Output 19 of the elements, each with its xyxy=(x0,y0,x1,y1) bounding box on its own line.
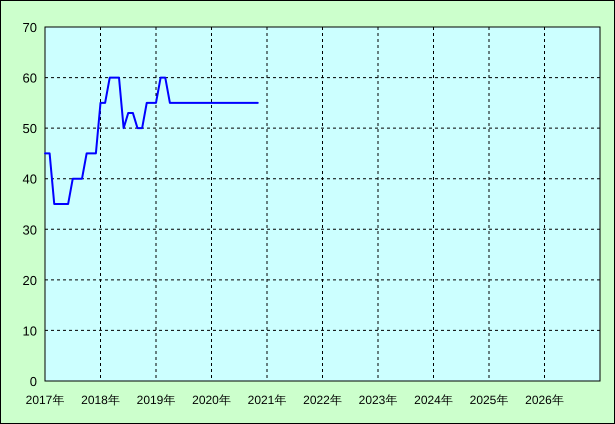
x-tick-label: 2022年 xyxy=(303,393,342,407)
x-tick-label: 2017年 xyxy=(26,393,64,407)
x-tick-label: 2025年 xyxy=(470,393,508,407)
y-tick-label: 50 xyxy=(22,121,37,136)
y-tick-label: 30 xyxy=(22,222,37,238)
x-tick-label: 2019年 xyxy=(136,393,176,407)
y-tick-label: 20 xyxy=(22,272,37,288)
x-tick-label: 2026年 xyxy=(525,393,564,407)
y-tick-label: 40 xyxy=(22,172,37,187)
y-tick-label: 10 xyxy=(22,323,37,338)
y-tick-label: 0 xyxy=(30,374,37,389)
x-tick-label: 2021年 xyxy=(248,393,286,407)
y-tick-label: 70 xyxy=(22,20,37,35)
x-tick-label: 2023年 xyxy=(358,393,398,407)
line-series xyxy=(44,76,259,205)
x-tick-label: 2020年 xyxy=(192,393,231,407)
y-tick-label: 60 xyxy=(22,70,37,86)
x-tick-label: 2024年 xyxy=(414,393,453,407)
x-tick-label: 2018年 xyxy=(81,393,120,407)
